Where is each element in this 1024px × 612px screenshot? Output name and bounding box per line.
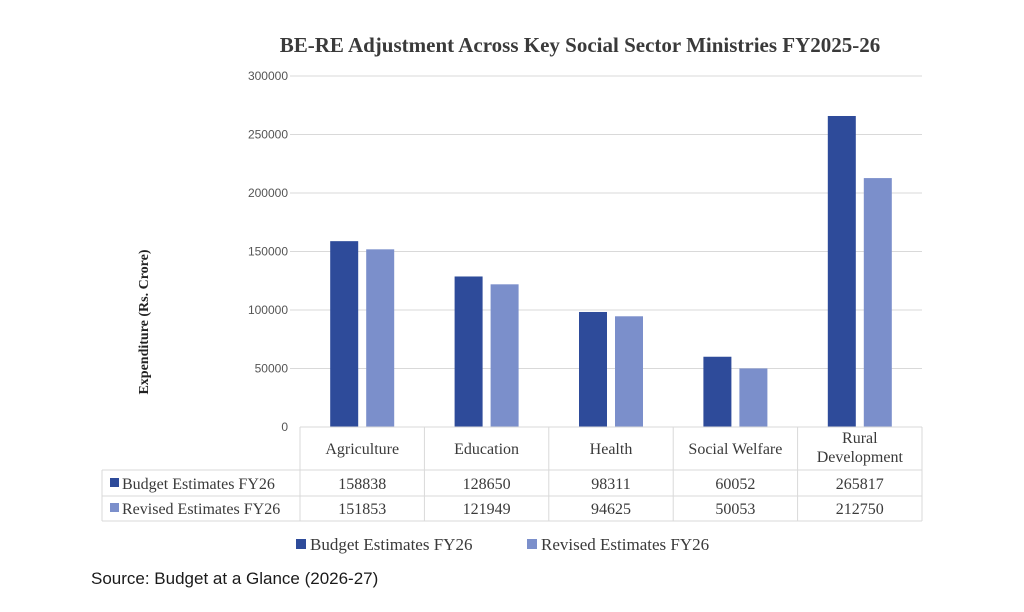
bar-revised-agriculture (366, 249, 395, 427)
y-axis-ticks: 0 50000 100000 150000 200000 250000 300000 (248, 69, 288, 434)
y-tick-label: 300000 (248, 69, 288, 83)
category-label: Rural Development (817, 430, 904, 466)
category-label: Agriculture (325, 441, 399, 458)
legend: Budget Estimates FY26 Revised Estimates F… (296, 535, 709, 554)
y-tick-label: 200000 (248, 186, 288, 200)
y-tick-label: 50000 (255, 362, 289, 376)
data-label: 94625 (591, 501, 631, 518)
y-axis-label: Expenditure (Rs. Crore) (137, 249, 152, 394)
category-label: Social Welfare (688, 441, 782, 458)
table-series-label: Revised Estimates FY26 (122, 501, 280, 518)
y-tick-label: 250000 (248, 128, 288, 142)
source-note: Source: Budget at a Glance (2026-27) (91, 569, 379, 588)
legend-swatch (296, 539, 306, 549)
data-label: 98311 (591, 476, 630, 493)
y-tick-label: 100000 (248, 303, 288, 317)
category-label: Health (590, 441, 633, 458)
bar-budget-agriculture (330, 241, 359, 427)
chart-title: BE-RE Adjustment Across Key Social Secto… (280, 33, 881, 57)
bars (330, 115, 892, 427)
bar-revised-social-welfare (739, 368, 768, 427)
bar-budget-health (579, 311, 607, 427)
legend-label: Budget Estimates FY26 (310, 535, 472, 554)
bar-revised-health (615, 316, 643, 427)
data-label: 60052 (715, 476, 755, 493)
gridlines (290, 75, 922, 369)
legend-label: Revised Estimates FY26 (541, 535, 709, 554)
category-label-line: Rural (842, 430, 878, 447)
data-label: 158838 (338, 476, 386, 493)
legend-swatch (527, 539, 537, 549)
bar-revised-rural-development (863, 178, 892, 427)
table-legend-key (110, 478, 119, 487)
data-label: 121949 (463, 501, 511, 518)
data-label: 265817 (836, 476, 884, 493)
y-tick-label: 150000 (248, 245, 288, 259)
data-label: 212750 (836, 501, 884, 518)
data-label: 128650 (463, 476, 511, 493)
bar-budget-rural-development (827, 115, 856, 427)
bar-budget-social-welfare (703, 356, 732, 427)
y-tick-label: 0 (281, 420, 288, 434)
table-series-label: Budget Estimates FY26 (122, 476, 275, 493)
data-table: Agriculture Education Health Social Welfare… (101, 426, 923, 522)
data-label: 151853 (338, 501, 386, 518)
category-label-line: Development (817, 449, 904, 466)
bar-budget-education (454, 276, 483, 427)
table-legend-key (110, 503, 119, 512)
data-label: 50053 (715, 501, 755, 518)
bar-revised-education (490, 284, 519, 427)
category-label: Education (454, 441, 519, 458)
